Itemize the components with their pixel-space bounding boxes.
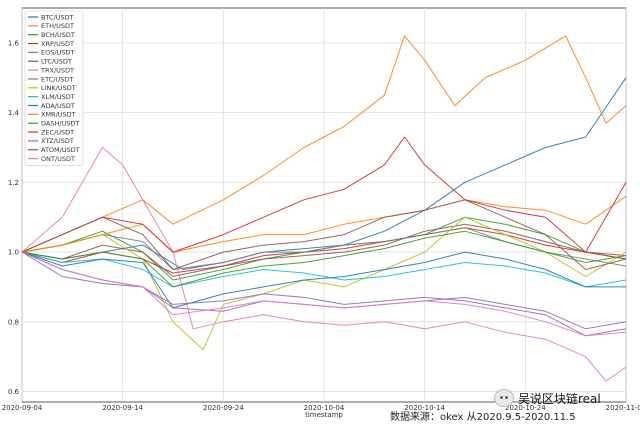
legend-entry: LINK/USDT [41,84,76,92]
axis-ticks: 0.6 0.8 1.0 1.2 1.4 1.6 2020-09-04 2020-09-14 20… [2,39,640,412]
series-line-dash [21,230,627,288]
series-lines [21,35,627,382]
legend-entry: LTC/USDT [41,58,72,66]
legend-entry: TRX/USDT [40,66,74,74]
legend-entry: XLM/USDT [41,93,75,101]
watermark: 吴说区块链real [494,388,601,408]
grid-lines [21,8,627,402]
x-tick-label: 2020-09-04 [2,404,43,412]
legend-entry: DASH/USDT [41,120,79,128]
series-line-ont [21,251,627,337]
y-tick-label: 1.2 [8,179,19,187]
series-line-trx [21,147,627,382]
y-tick-label: 1.6 [8,39,20,47]
x-tick-label: 2020-09-24 [203,404,244,412]
legend-entry: ADA/USDT [41,102,75,110]
x-tick-label: 2020-10-04 [304,404,345,412]
x-tick-label: 2020-09-14 [102,404,143,412]
legend-entry: XRP/USDT [41,40,74,48]
series-line-ltc [21,223,627,277]
legend-box [24,10,84,166]
legend-entry: ZEC/USDT [41,128,74,136]
legend-entry: BCH/USDT [41,31,75,39]
series-line-ada [21,251,626,309]
watermark-text: 吴说区块链real [518,391,601,406]
series-line-xlm [21,251,627,288]
legend-entry: XTZ/USDT [41,137,74,145]
series-line-xmr [21,195,627,253]
legend: BTC/USDTETH/USDTBCH/USDTXRP/USDTEOS/USDT… [24,10,84,166]
series-line-zec [21,136,627,253]
y-tick-label: 1.4 [8,109,20,117]
data-source-note: 数据来源：okex 从2020.9.5-2020.11.5 [390,412,576,423]
legend-entry: ATOM/USDT [41,146,80,154]
wechat-icon [494,389,514,407]
legend-entry: XMR/USDT [41,111,76,119]
x-tick-label: 2020-10-24 [505,404,546,412]
y-tick-label: 0.6 [8,388,20,396]
series-line-atom [21,199,627,270]
legend-entry: ETC/USDT [41,75,73,83]
legend-entry: BTC/USDT [41,13,74,21]
x-axis-label: timestamp [305,411,343,419]
legend-entry: EOS/USDT [41,49,74,57]
series-line-xtz [21,251,627,337]
x-tick-label: 2020-11-03 [606,404,640,412]
legend-entry: ETH/USDT [41,22,74,30]
legend-entry: ONT/USDT [41,155,75,163]
y-tick-label: 0.8 [8,318,19,326]
y-tick-label: 1.0 [8,249,19,257]
x-tick-label: 2020-10-14 [404,404,445,412]
